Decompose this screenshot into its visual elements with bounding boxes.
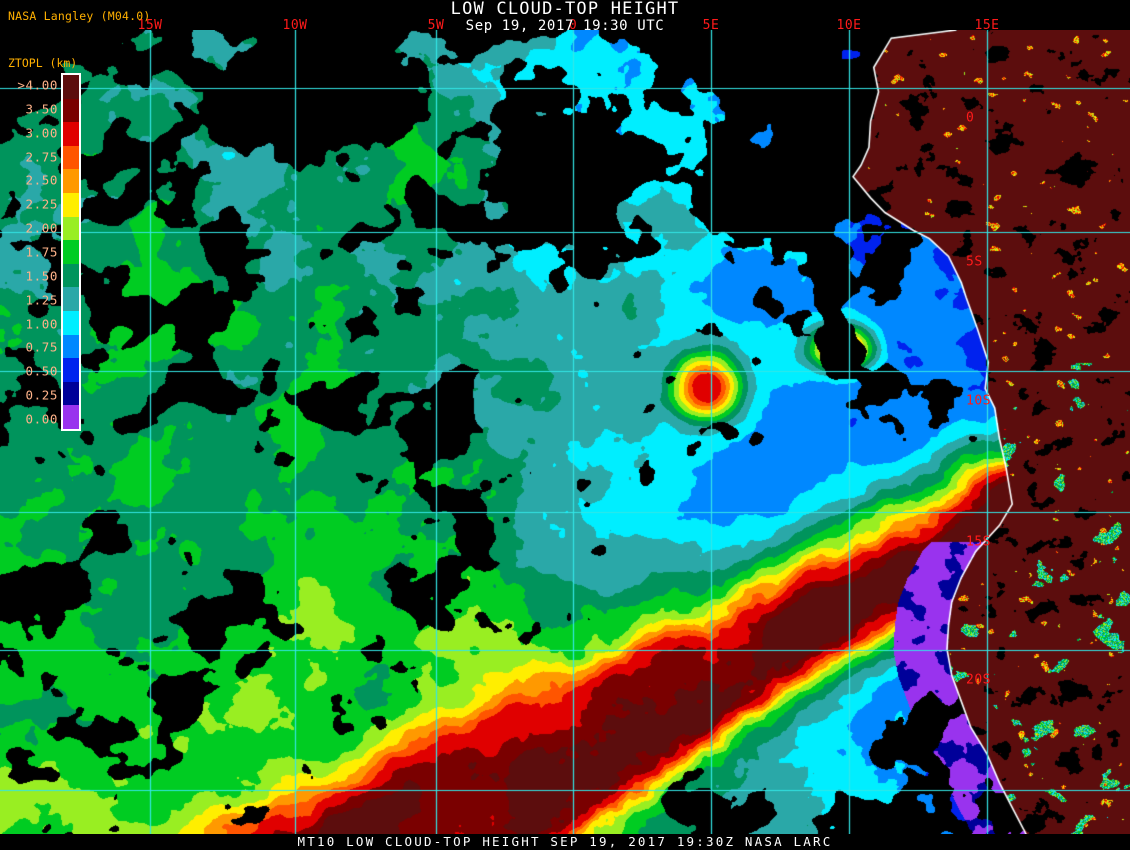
provenance-label: NASA Langley (M04.0)	[8, 9, 151, 23]
lon-label-10E: 10E	[836, 18, 862, 33]
title-block: LOW CLOUD-TOP HEIGHT Sep 19, 2017 19:30 …	[0, 0, 1130, 34]
colorbar-tick-13: 0.25	[25, 387, 58, 403]
colorbar-tick-1: 3.50	[25, 101, 58, 117]
colorbar-swatch-12	[63, 358, 79, 382]
colorbar-swatch-0	[63, 75, 79, 99]
footer-caption: MT10 LOW CLOUD-TOP HEIGHT SEP 19, 2017 1…	[297, 834, 833, 849]
colorbar-tick-14: 0.00	[25, 411, 58, 427]
colorbar-tick-6: 2.00	[25, 220, 58, 236]
colorbar-swatch-1	[63, 98, 79, 123]
colorbar-tick-labels: >4.00 3.50 3.00 2.75 2.50 2.25 2.00 1.75 1.50 1.2…	[4, 56, 59, 441]
lon-label-0: 0	[568, 18, 578, 33]
lon-label-5E: 5E	[702, 18, 720, 33]
lat-label-5S: 5S	[966, 254, 983, 270]
lat-label-10S: 10S	[966, 393, 991, 409]
colorbar-swatch-11	[63, 334, 79, 359]
colorbar-swatch-4	[63, 169, 79, 193]
colorbar-swatch-9	[63, 287, 79, 311]
colorbar-tick-10: 1.00	[25, 316, 58, 332]
colorbar-tick-3: 2.75	[25, 149, 58, 165]
colorbar-swatch-7	[63, 240, 79, 264]
lat-label-20S: 20S	[966, 672, 991, 688]
colorbar-swatch-14	[63, 405, 79, 429]
colorbar-tick-0: >4.00	[17, 77, 58, 93]
lon-label-15E: 15E	[974, 18, 1000, 33]
colorbar-swatch-2	[63, 122, 79, 146]
colorbar-swatch-13	[63, 381, 79, 406]
footer-bar: MT10 LOW CLOUD-TOP HEIGHT SEP 19, 2017 1…	[0, 834, 1130, 850]
colorbar-tick-5: 2.25	[25, 196, 58, 212]
colorbar-title: ZTOPL (km)	[8, 56, 78, 70]
colorbar-swatch-3	[63, 145, 79, 170]
lon-label-5W: 5W	[427, 18, 445, 33]
colorbar-tick-2: 3.00	[25, 125, 58, 141]
lon-label-15W: 15W	[137, 18, 163, 33]
colorbar-swatch-10	[63, 310, 79, 335]
colorbar-swatch-8	[63, 263, 79, 288]
page-title: LOW CLOUD-TOP HEIGHT	[450, 0, 680, 19]
lat-label-0: 0	[966, 110, 975, 126]
colorbar-tick-11: 0.75	[25, 339, 58, 355]
colorbar-tick-12: 0.50	[25, 363, 58, 379]
colorbar-swatches	[61, 73, 81, 431]
colorbar-tick-7: 1.75	[25, 244, 58, 260]
colorbar-swatch-6	[63, 216, 79, 241]
colorbar-tick-8: 1.50	[25, 268, 58, 284]
colorbar-tick-4: 2.50	[25, 172, 58, 188]
colorbar-tick-9: 1.25	[25, 292, 58, 308]
lat-label-15S: 15S	[966, 534, 991, 550]
lat-lon-grid-overlay	[0, 30, 1130, 835]
colorbar-legend: ZTOPL (km) >4.00 3.50 3.00 2.75 2.50 2.25 2.00…	[4, 56, 88, 441]
colorbar-swatch-5	[63, 192, 79, 217]
lon-label-10W: 10W	[282, 18, 308, 33]
satellite-map[interactable]	[0, 30, 1130, 835]
